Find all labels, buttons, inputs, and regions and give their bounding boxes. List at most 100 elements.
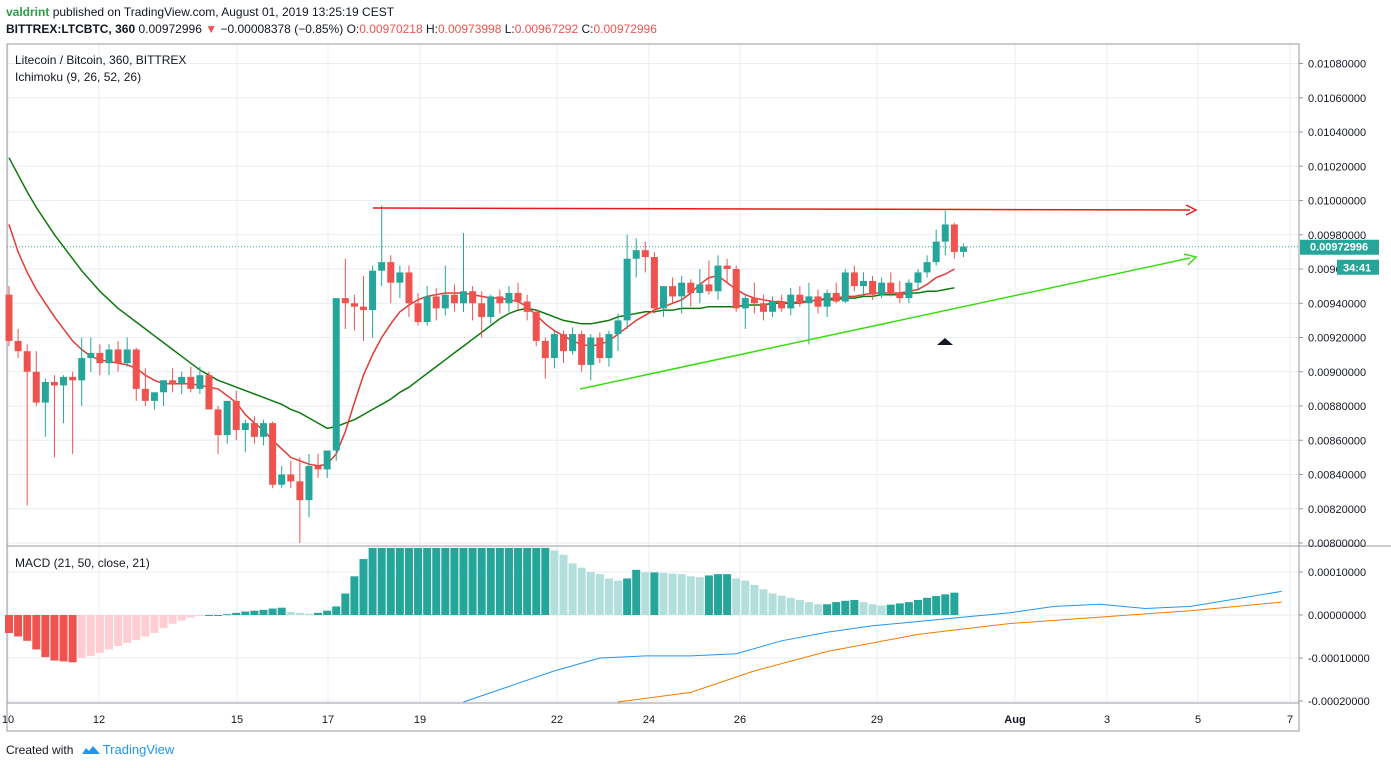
macd-histogram-bar (504, 547, 513, 615)
tradingview-brand[interactable]: TradingView (102, 742, 175, 757)
macd-histogram-bar (195, 615, 204, 616)
candle (659, 286, 667, 317)
tradingview-logo-icon (81, 746, 100, 754)
candle (114, 340, 122, 372)
candle-body (569, 334, 577, 352)
signal-line (617, 601, 1282, 703)
macd-histogram-bar (723, 574, 732, 615)
candle (14, 328, 22, 359)
candle-body (732, 269, 740, 309)
candle-body (559, 334, 567, 352)
low-value: 0.00967292 (514, 22, 579, 36)
macd-histogram-bar (404, 547, 413, 615)
author-name[interactable]: valdrint (6, 5, 50, 19)
candle (705, 260, 713, 295)
macd-tick-label: 0.00010000 (1308, 567, 1366, 579)
macd-histogram-bar (341, 593, 350, 615)
macd-histogram-bar (559, 554, 568, 615)
candle (778, 294, 786, 312)
macd-histogram-bar (323, 610, 332, 615)
high-label: H: (425, 22, 438, 36)
macd-histogram-bar (486, 547, 495, 615)
candle-body (669, 286, 677, 297)
candle-body (505, 292, 513, 304)
macd-histogram-bar (232, 612, 241, 615)
candle-body (778, 301, 786, 309)
candle (369, 265, 377, 338)
published-text: published on TradingView.com, August 01,… (52, 5, 395, 19)
candle (632, 238, 640, 278)
candle-body (914, 272, 922, 283)
candle (741, 294, 749, 329)
candle (559, 330, 567, 364)
macd-histogram-bar (741, 580, 750, 615)
down-arrow-icon: ▼ (205, 22, 218, 36)
macd-histogram-bar (514, 547, 523, 615)
macd-histogram-bar (350, 576, 359, 615)
candle (641, 241, 649, 273)
price-pane (5, 157, 967, 543)
macd-histogram-bar (450, 547, 459, 615)
price-tick-label: 0.01080000 (1308, 59, 1366, 71)
macd-histogram-bar (104, 615, 113, 650)
candle-body (278, 474, 286, 485)
macd-histogram-bar (395, 547, 404, 615)
macd-histogram-bar (332, 606, 341, 615)
macd-histogram-bar (204, 615, 213, 616)
macd-histogram-bar (314, 612, 323, 615)
macd-histogram-bar (841, 600, 850, 615)
candle (260, 419, 268, 446)
candle-body (405, 272, 413, 304)
candle-body (241, 423, 249, 430)
candle (469, 286, 477, 321)
candle-body (841, 272, 849, 302)
candle-body (814, 296, 822, 307)
candle-body (14, 340, 22, 352)
candle-body (423, 296, 431, 323)
candle-body (260, 423, 268, 437)
candle-body (169, 380, 177, 384)
countdown-badge-bg (1337, 259, 1379, 275)
candle (650, 251, 658, 314)
candle-body (332, 298, 340, 451)
candle (223, 400, 231, 444)
macd-histogram-bar (904, 602, 913, 615)
price-tick-label: 0.00860000 (1308, 435, 1366, 447)
candle (187, 366, 195, 393)
candle-body (41, 382, 49, 403)
candle (814, 289, 822, 314)
candle (732, 265, 740, 312)
macd-histogram-bar (50, 615, 59, 661)
candle-body (605, 334, 613, 359)
candle (787, 287, 795, 316)
macd-histogram-bar (832, 602, 841, 615)
macd-histogram-bar (95, 615, 104, 653)
candle-body (441, 294, 449, 309)
candle (341, 258, 349, 329)
candle-body (541, 340, 549, 359)
candle (78, 337, 86, 406)
candle-body (696, 284, 704, 293)
open-label: O: (346, 22, 360, 36)
last-price-badge: 0.00972996 (1300, 239, 1379, 255)
macd-histogram-bar (795, 599, 804, 615)
macd-histogram-bar (41, 615, 50, 658)
macd-histogram-bar (532, 547, 541, 615)
created-with-text: Created with (6, 743, 74, 757)
candle-body (678, 282, 686, 297)
candle-body (650, 257, 658, 309)
macd-histogram-bar (714, 574, 723, 615)
price-tick-label: 0.01000000 (1308, 196, 1366, 208)
macd-histogram-bar (141, 615, 150, 637)
macd-histogram-bar (177, 615, 186, 621)
candle-body (369, 270, 377, 311)
macd-histogram-bar (823, 604, 832, 615)
time-tick-label: 5 (1195, 714, 1201, 726)
time-tick-label: 29 (871, 714, 883, 726)
candle (132, 347, 140, 401)
macd-histogram-bar (850, 599, 859, 615)
macd-histogram-bar (159, 615, 168, 628)
macd-histogram-bar (432, 547, 441, 615)
candle (687, 279, 695, 307)
